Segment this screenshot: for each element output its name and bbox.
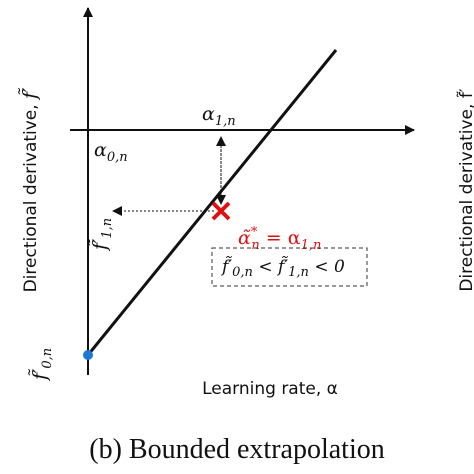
f-1n-label: f̃′1,n	[88, 218, 115, 252]
start-point	[83, 350, 93, 360]
condition-box	[211, 247, 368, 287]
x-axis-label: Learning rate, α	[202, 379, 338, 399]
caption: (b) Bounded extrapolation	[89, 434, 384, 465]
side-label: Directional derivative, f̃′	[456, 88, 474, 291]
derivative-line	[86, 49, 338, 356]
alpha-0n-label: α0,n	[94, 139, 128, 165]
y-axis-label: Directional derivative, f̃′	[18, 87, 41, 293]
step-label: α̃* n = α1,n	[238, 225, 321, 253]
condition: f̃′0,n < f̃′1,n < 0	[220, 256, 345, 280]
solution-marker	[211, 201, 231, 221]
alpha-1n-label: α1,n	[202, 103, 236, 129]
f-0n-label: f̃′0,n	[28, 348, 55, 382]
